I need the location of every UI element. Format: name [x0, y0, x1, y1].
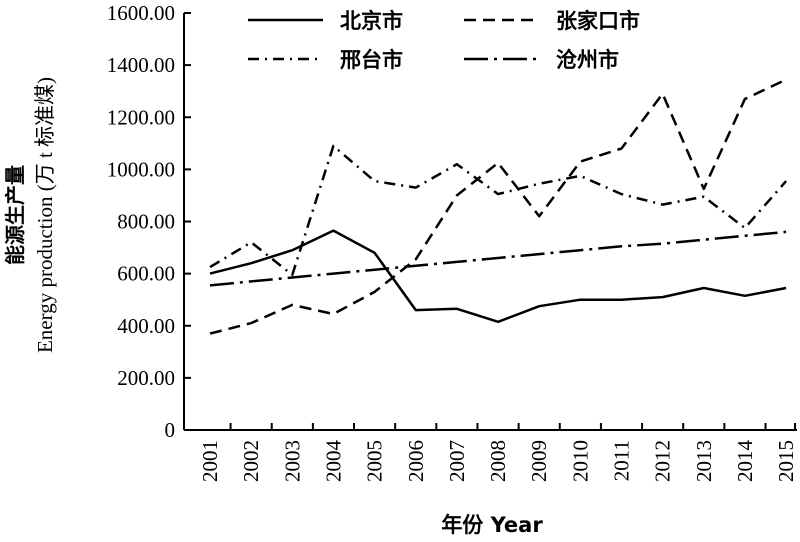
x-tick-label: 2012	[651, 440, 675, 482]
y-tick-label: 400.00	[117, 314, 175, 338]
series-line-1	[209, 229, 787, 324]
y-tick-label: 1000.00	[107, 157, 175, 181]
y-tick-label: 1200.00	[107, 105, 175, 129]
x-tick-label: 2010	[568, 440, 592, 482]
legend-label: 北京市	[340, 9, 403, 33]
x-tick-label: 2006	[404, 440, 428, 482]
legend-label: 张家口市	[556, 9, 640, 33]
x-tick-label: 2008	[486, 440, 510, 482]
x-tick-label: 2015	[774, 440, 798, 482]
y-tick-label: 200.00	[117, 366, 175, 390]
series-line-4	[209, 230, 787, 287]
x-tick-label: 2011	[610, 440, 634, 481]
axes	[183, 13, 797, 431]
series-line-3	[209, 144, 788, 277]
series-lines	[209, 78, 788, 335]
legend-label: 邢台市	[340, 48, 403, 72]
y-tick-label: 1400.00	[107, 53, 175, 77]
x-tick-label: 2007	[445, 440, 469, 482]
legend-label: 沧州市	[556, 48, 619, 72]
y-tick-label: 800.00	[117, 210, 175, 234]
x-tick-label: 2004	[321, 440, 345, 483]
x-tick-label: 2003	[280, 440, 304, 482]
x-axis-label: 年份 Year	[441, 513, 543, 537]
series-line-2	[209, 78, 787, 335]
x-tick-label: 2013	[692, 440, 716, 482]
y-tick-label: 0	[165, 418, 176, 442]
y-tick-label: 1600.00	[107, 1, 175, 25]
x-tick-label: 2005	[363, 440, 387, 482]
x-tick-label: 2014	[733, 440, 757, 483]
x-tick-label: 2009	[527, 440, 551, 482]
x-ticks: 2001 2002 2003 2004 2005 2006 2007 2008 2009 2010…	[198, 423, 798, 482]
x-tick-label: 2001	[198, 440, 222, 482]
x-tick-label: 2002	[239, 440, 263, 482]
y-axis-label-en: Energy production (万 t 标准煤)	[33, 77, 57, 353]
y-axis-label-cn: 能源生产量	[3, 165, 27, 265]
y-ticks: 0 200.00 400.00 600.00 800.00 1000.00 1200.00 1…	[107, 1, 191, 442]
y-tick-label: 600.00	[117, 262, 175, 286]
